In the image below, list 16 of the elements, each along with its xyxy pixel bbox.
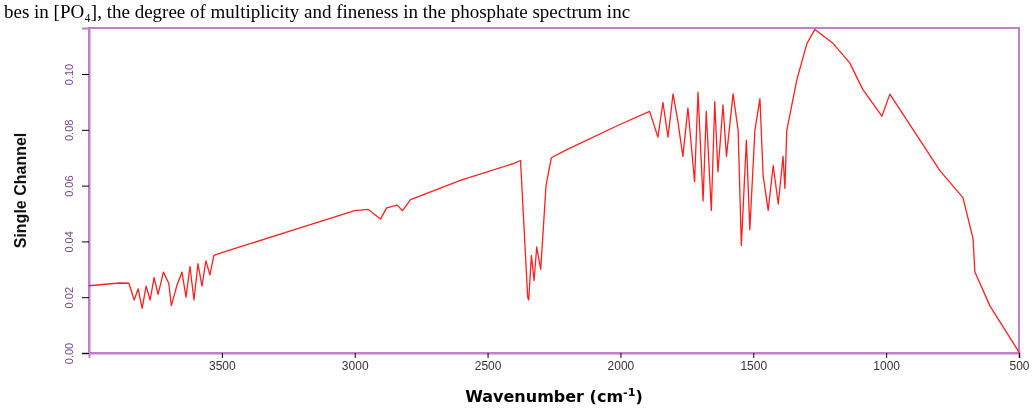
y-tick-label: 0.02 — [63, 287, 75, 309]
x-tick-label: 1500 — [740, 358, 768, 373]
x-tick-label: 3000 — [341, 358, 369, 373]
y-tick-label: 0.04 — [63, 231, 75, 253]
x-tick-label: 500 — [1009, 358, 1030, 373]
y-tick-label: 0.10 — [63, 63, 75, 86]
text: bes in [PO₄], the degree of multiplicity and fineness in the phosphate spectrum inc — [4, 1, 631, 22]
y-axis-title: Single Channel — [12, 132, 29, 249]
y-tick-label: 0.08 — [63, 119, 75, 142]
x-tick-label: 2000 — [607, 358, 635, 373]
y-tick-label: 0.06 — [63, 175, 75, 197]
x-tick-label: 2500 — [474, 358, 502, 373]
x-axis-title: Wavenumber (cm$^{-1}$) — [465, 385, 643, 406]
x-tick-label: 1000 — [873, 358, 901, 373]
x-tick-label: 3500 — [209, 358, 237, 373]
y-tick-label: 0.00 — [63, 342, 75, 365]
